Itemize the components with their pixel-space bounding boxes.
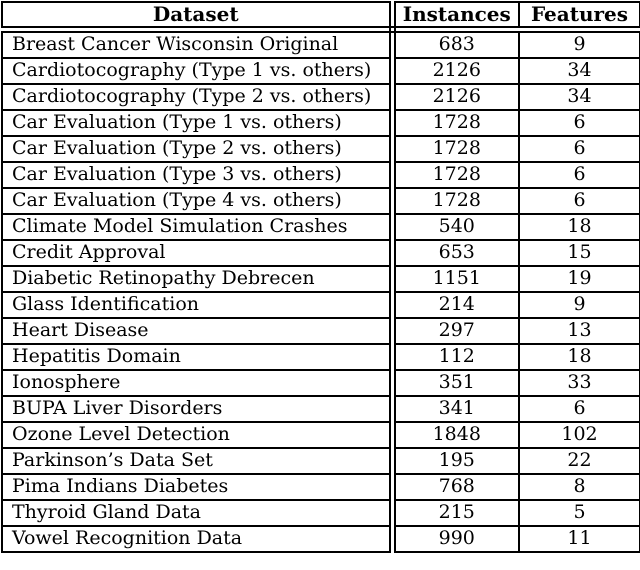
dataset-cell: Car Evaluation (Type 4 vs. others) xyxy=(1,187,396,215)
features-cell: 19 xyxy=(518,265,640,293)
table-row: Car Evaluation (Type 2 vs. others) 1728 … xyxy=(1,135,640,163)
table-row: Cardiotocography (Type 2 vs. others) 212… xyxy=(1,83,640,111)
features-cell: 11 xyxy=(518,525,640,553)
instances-cell: 1728 xyxy=(391,135,520,163)
datasets-table: Dataset Instances Features Breast Cancer… xyxy=(1,1,640,553)
dataset-cell: Vowel Recognition Data xyxy=(1,525,396,553)
column-header-instances: Instances xyxy=(391,1,520,33)
dataset-cell: Parkinson’s Data Set xyxy=(1,447,396,475)
instances-cell: 112 xyxy=(391,343,520,371)
table-row: Thyroid Gland Data 215 5 xyxy=(1,499,640,527)
features-cell: 18 xyxy=(518,213,640,241)
features-cell: 5 xyxy=(518,499,640,527)
instances-cell: 1151 xyxy=(391,265,520,293)
dataset-cell: Cardiotocography (Type 1 vs. others) xyxy=(1,57,396,85)
dataset-cell: Climate Model Simulation Crashes xyxy=(1,213,396,241)
dataset-cell: Ionosphere xyxy=(1,369,396,397)
instances-cell: 990 xyxy=(391,525,520,553)
table-row: Vowel Recognition Data 990 11 xyxy=(1,525,640,553)
features-cell: 18 xyxy=(518,343,640,371)
dataset-cell: Glass Identification xyxy=(1,291,396,319)
instances-cell: 214 xyxy=(391,291,520,319)
dataset-cell: Car Evaluation (Type 3 vs. others) xyxy=(1,161,396,189)
features-cell: 6 xyxy=(518,109,640,137)
features-cell: 34 xyxy=(518,83,640,111)
features-cell: 6 xyxy=(518,395,640,423)
instances-cell: 351 xyxy=(391,369,520,397)
table-row: Hepatitis Domain 112 18 xyxy=(1,343,640,371)
table-row: Breast Cancer Wisconsin Original 683 9 xyxy=(1,28,640,59)
instances-cell: 215 xyxy=(391,499,520,527)
instances-cell: 2126 xyxy=(391,83,520,111)
dataset-cell: BUPA Liver Disorders xyxy=(1,395,396,423)
features-cell: 9 xyxy=(518,291,640,319)
dataset-cell: Ozone Level Detection xyxy=(1,421,396,449)
table-row: Glass Identification 214 9 xyxy=(1,291,640,319)
table-row: Diabetic Retinopathy Debrecen 1151 19 xyxy=(1,265,640,293)
features-cell: 15 xyxy=(518,239,640,267)
instances-cell: 1728 xyxy=(391,109,520,137)
dataset-cell: Cardiotocography (Type 2 vs. others) xyxy=(1,83,396,111)
dataset-cell: Car Evaluation (Type 2 vs. others) xyxy=(1,135,396,163)
features-cell: 9 xyxy=(518,28,640,59)
table-row: Car Evaluation (Type 3 vs. others) 1728 … xyxy=(1,161,640,189)
table-row: Pima Indians Diabetes 768 8 xyxy=(1,473,640,501)
features-cell: 6 xyxy=(518,187,640,215)
instances-cell: 1728 xyxy=(391,161,520,189)
dataset-cell: Hepatitis Domain xyxy=(1,343,396,371)
features-cell: 13 xyxy=(518,317,640,345)
table-row: Car Evaluation (Type 1 vs. others) 1728 … xyxy=(1,109,640,137)
features-cell: 33 xyxy=(518,369,640,397)
dataset-cell: Thyroid Gland Data xyxy=(1,499,396,527)
dataset-cell: Breast Cancer Wisconsin Original xyxy=(1,28,396,59)
dataset-cell: Diabetic Retinopathy Debrecen xyxy=(1,265,396,293)
instances-cell: 2126 xyxy=(391,57,520,85)
instances-cell: 768 xyxy=(391,473,520,501)
dataset-cell: Pima Indians Diabetes xyxy=(1,473,396,501)
table-row: Cardiotocography (Type 1 vs. others) 212… xyxy=(1,57,640,85)
column-header-features: Features xyxy=(518,1,640,33)
instances-cell: 683 xyxy=(391,28,520,59)
table-row: Ionosphere 351 33 xyxy=(1,369,640,397)
features-cell: 8 xyxy=(518,473,640,501)
features-cell: 34 xyxy=(518,57,640,85)
features-cell: 6 xyxy=(518,161,640,189)
dataset-cell: Car Evaluation (Type 1 vs. others) xyxy=(1,109,396,137)
dataset-cell: Heart Disease xyxy=(1,317,396,345)
table-row: Climate Model Simulation Crashes 540 18 xyxy=(1,213,640,241)
table-row: Credit Approval 653 15 xyxy=(1,239,640,267)
instances-cell: 1848 xyxy=(391,421,520,449)
instances-cell: 1728 xyxy=(391,187,520,215)
instances-cell: 297 xyxy=(391,317,520,345)
dataset-cell: Credit Approval xyxy=(1,239,396,267)
table-row: Parkinson’s Data Set 195 22 xyxy=(1,447,640,475)
instances-cell: 195 xyxy=(391,447,520,475)
instances-cell: 653 xyxy=(391,239,520,267)
table-row: Heart Disease 297 13 xyxy=(1,317,640,345)
features-cell: 102 xyxy=(518,421,640,449)
instances-cell: 540 xyxy=(391,213,520,241)
header-row: Dataset Instances Features xyxy=(1,1,640,33)
column-header-dataset: Dataset xyxy=(1,1,396,33)
table-row: Ozone Level Detection 1848 102 xyxy=(1,421,640,449)
table-body: Breast Cancer Wisconsin Original 683 9 C… xyxy=(1,28,640,553)
table-row: BUPA Liver Disorders 341 6 xyxy=(1,395,640,423)
features-cell: 22 xyxy=(518,447,640,475)
features-cell: 6 xyxy=(518,135,640,163)
instances-cell: 341 xyxy=(391,395,520,423)
table-row: Car Evaluation (Type 4 vs. others) 1728 … xyxy=(1,187,640,215)
